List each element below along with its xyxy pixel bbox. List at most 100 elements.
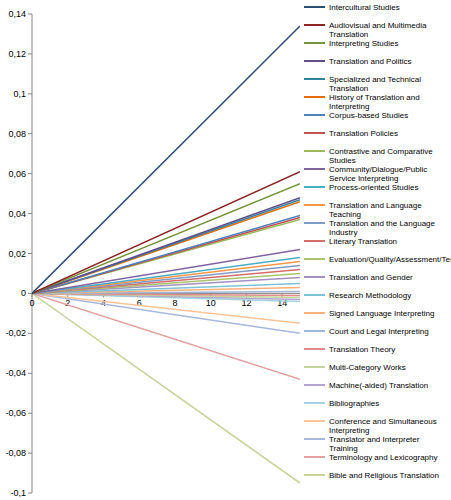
- series-line: [32, 293, 300, 323]
- legend-swatch: [304, 456, 325, 458]
- legend-label: Evaluation/Quality/Assessment/Testing: [329, 255, 451, 264]
- legend-swatch: [304, 60, 325, 62]
- legend-label: Audiovisual and MultimediaTranslation: [329, 21, 427, 39]
- legend-label: Research Methodology: [329, 291, 411, 300]
- y-tick-label: 0,02: [8, 249, 26, 259]
- legend-label-line: Intercultural Studies: [329, 3, 400, 12]
- legend-label-line: Research Methodology: [329, 291, 411, 300]
- series-line: [32, 293, 300, 299]
- y-tick: [28, 333, 32, 334]
- legend-swatch: [304, 258, 325, 260]
- legend-label-line: Translation Policies: [329, 129, 398, 138]
- legend-label-line: Bible and Religious Translation: [329, 471, 439, 480]
- y-tick: [28, 133, 32, 134]
- legend-label: History of Translation andInterpreting: [329, 93, 420, 111]
- legend-label-line: Machine(-aided) Translation: [329, 381, 428, 390]
- legend-label-line: Interpreting Studies: [329, 39, 398, 48]
- x-tick-label: 0: [29, 298, 34, 308]
- legend-label-line: Translation and Gender: [329, 273, 413, 282]
- legend-label: Process-oriented Studies: [329, 183, 418, 192]
- legend-label-line: Conference and Simultaneous: [329, 417, 437, 426]
- y-tick-label: 0,1: [13, 89, 26, 99]
- legend-label-line: Bibliographies: [329, 399, 379, 408]
- y-tick: [28, 213, 32, 214]
- legend-label-line: Specialized and Technical: [329, 75, 421, 84]
- y-tick-label: 0,14: [8, 9, 26, 19]
- legend-swatch: [304, 150, 325, 152]
- legend-label-line: Evaluation/Quality/Assessment/Testing: [329, 255, 451, 264]
- legend-label: Translation and the LanguageIndustry: [329, 219, 436, 237]
- y-tick: [28, 253, 32, 254]
- y-tick-label: 0,06: [8, 169, 26, 179]
- x-tick-label: 14: [277, 298, 287, 308]
- legend-label-line: Contrastive and Comparative: [329, 147, 433, 156]
- series-line: [32, 293, 300, 301]
- y-tick: [28, 14, 32, 15]
- y-tick-label: 0,12: [8, 49, 26, 59]
- series-line: [32, 216, 300, 294]
- legend-label: Signed Language Interpreting: [329, 309, 434, 318]
- y-tick-label: -0,02: [5, 328, 26, 338]
- x-tick-label: 2: [65, 298, 70, 308]
- legend-swatch: [304, 96, 325, 98]
- legend-label: Bible and Religious Translation: [329, 471, 439, 480]
- legend-label-line: Multi-Category Works: [329, 363, 406, 372]
- legend-label: Literary Translation: [329, 237, 397, 246]
- legend-label-line: Translation and Language: [329, 201, 422, 210]
- legend-swatch: [304, 402, 325, 404]
- legend-label-line: Studies: [329, 156, 356, 165]
- legend-label-line: Interpreting: [329, 102, 369, 111]
- legend-label-line: Translation: [329, 84, 368, 93]
- series-line: [32, 293, 300, 483]
- x-tick-label: 8: [172, 298, 177, 308]
- series-line: [32, 198, 300, 294]
- legend-swatch: [304, 240, 325, 242]
- series-line: [32, 293, 300, 379]
- legend-swatch: [304, 420, 325, 422]
- y-tick: [28, 53, 32, 54]
- legend-label-line: Translation and the Language: [329, 219, 436, 228]
- legend-label-line: Interpreting: [329, 426, 369, 435]
- legend-label: Court and Legal Interpreting: [329, 327, 429, 336]
- x-tick-label: 6: [137, 298, 142, 308]
- legend-label: Contrastive and ComparativeStudies: [329, 147, 433, 165]
- legend-swatch: [304, 348, 325, 350]
- legend-label: Translation and LanguageTeaching: [329, 201, 422, 219]
- legend-label: Translator and InterpreterTraining: [329, 435, 420, 453]
- legend-swatch: [304, 330, 325, 332]
- legend-label: Conference and SimultaneousInterpreting: [329, 417, 437, 435]
- legend-label-line: Terminology and Lexicography: [329, 453, 438, 462]
- legend-label: Bibliographies: [329, 399, 379, 408]
- legend-label-line: Community/Dialogue/Public: [329, 165, 427, 174]
- legend-swatch: [304, 42, 325, 44]
- y-tick: [28, 93, 32, 94]
- y-tick-label: -0,04: [5, 368, 26, 378]
- legend-swatch: [304, 24, 325, 26]
- series-line: [32, 26, 300, 293]
- y-tick: [28, 293, 32, 294]
- y-tick: [28, 373, 32, 374]
- legend-label-line: Teaching: [329, 210, 361, 219]
- legend-label: Corpus-based Studies: [329, 111, 408, 120]
- legend-swatch: [304, 276, 325, 278]
- legend-label-line: Process-oriented Studies: [329, 183, 418, 192]
- legend-label-line: Literary Translation: [329, 237, 397, 246]
- y-tick-label: -0,1: [10, 488, 26, 498]
- legend-swatch: [304, 474, 325, 476]
- legend-label: Community/Dialogue/PublicService Interpr…: [329, 165, 427, 183]
- legend-label: Multi-Category Works: [329, 363, 406, 372]
- y-tick-label: 0,04: [8, 209, 26, 219]
- legend-label: Machine(-aided) Translation: [329, 381, 428, 390]
- legend-swatch: [304, 312, 325, 314]
- legend-swatch: [304, 366, 325, 368]
- legend-label-line: History of Translation and: [329, 93, 420, 102]
- y-tick-label: 0,08: [8, 129, 26, 139]
- y-tick-label: 0: [21, 288, 26, 298]
- y-tick-label: -0,08: [5, 448, 26, 458]
- legend-label-line: Service Interpreting: [329, 174, 398, 183]
- plot-area: [32, 26, 300, 483]
- legend-label-line: Corpus-based Studies: [329, 111, 408, 120]
- series-line: [32, 293, 300, 333]
- legend-label: Interpreting Studies: [329, 39, 398, 48]
- series-line: [32, 172, 300, 294]
